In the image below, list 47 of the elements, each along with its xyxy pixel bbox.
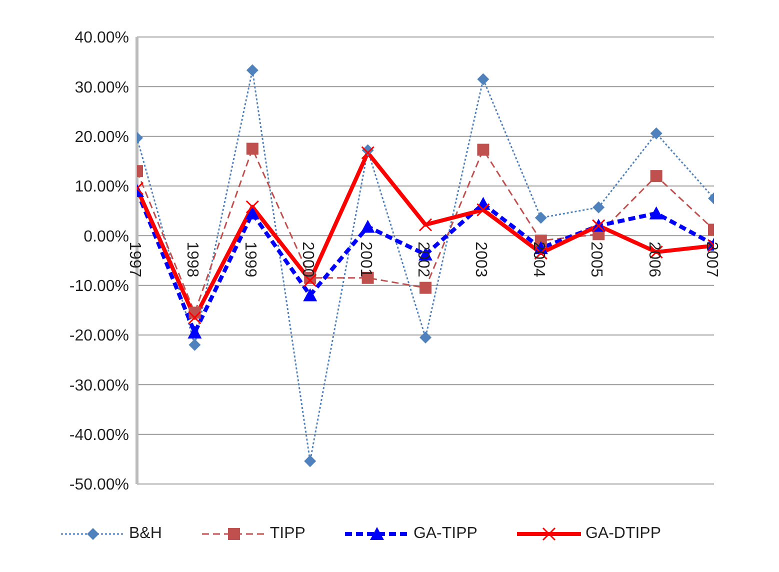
x-tick-label: 2001 [356, 242, 374, 278]
point [477, 144, 490, 156]
point [476, 203, 490, 217]
point [650, 170, 662, 182]
point [418, 218, 432, 232]
point [246, 142, 258, 155]
point [246, 200, 260, 214]
x-tick-label: 2005 [588, 242, 605, 278]
point [246, 64, 258, 76]
point [304, 455, 316, 468]
legend-label: GA-DTIPP [585, 525, 662, 543]
point [649, 206, 664, 220]
y-tick-label: 30.00% [74, 79, 129, 96]
point [592, 201, 605, 214]
y-tick-label: -10.00% [69, 278, 129, 296]
point [303, 288, 318, 302]
x-tick-label: 1998 [184, 242, 201, 278]
legend-label: B&H [128, 525, 162, 543]
y-tick-label: -40.00% [69, 427, 129, 444]
point [420, 331, 432, 344]
y-tick-label: -50.00% [69, 476, 129, 494]
x-tick-label: 2000 [299, 242, 316, 278]
point [360, 220, 375, 233]
y-tick-label: 40.00% [74, 30, 129, 47]
y-tick-label: -20.00% [69, 328, 129, 345]
point [477, 73, 490, 86]
x-tick-label: 2006 [645, 242, 662, 278]
y-tick-label: -30.00% [69, 377, 129, 394]
point [361, 146, 375, 160]
legend-label: GA-TIPP [413, 525, 478, 543]
point [420, 282, 432, 294]
point [534, 212, 547, 224]
x-tick-label: 1999 [241, 242, 258, 278]
y-tick-label: 0.00% [84, 228, 129, 246]
point [188, 338, 201, 351]
point [245, 206, 260, 220]
point [188, 326, 202, 339]
x-tick-label: 2002 [414, 242, 432, 278]
point [188, 310, 202, 324]
x-tick-label: 2003 [472, 242, 490, 278]
x-tick-label: 2007 [703, 242, 720, 278]
x-tick-label: 2004 [530, 242, 547, 278]
point [650, 127, 662, 140]
x-tick-label: 1997 [126, 242, 143, 278]
y-tick-label: 20.00% [74, 129, 129, 146]
legend-label: TIPP [270, 525, 306, 543]
y-tick-label: 10.00% [74, 178, 129, 196]
